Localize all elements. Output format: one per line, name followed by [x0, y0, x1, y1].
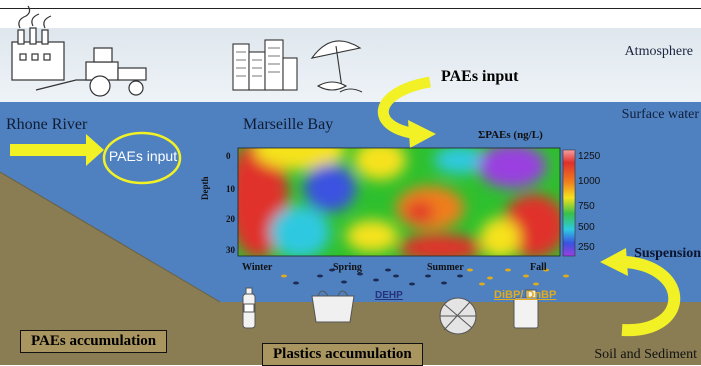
suspension-label: Suspension [634, 246, 701, 261]
river-input-arrow [10, 134, 104, 166]
depth-axis-title: Depth [200, 176, 210, 200]
paes-accumulation-box: PAEs accumulation [20, 330, 168, 353]
surface-water-label: Surface water [621, 107, 699, 122]
atmosphere-label: Atmosphere [624, 44, 693, 59]
beach-umbrella-icon [310, 40, 363, 93]
plastic-container-icon [513, 289, 539, 329]
colorbar [562, 149, 576, 257]
season-tick: Spring [333, 262, 362, 273]
season-tick: Winter [242, 262, 273, 273]
colorbar-title: ΣPAEs (ng/L) [478, 129, 543, 141]
season-tick: Fall [530, 262, 547, 273]
plastics-accumulation-box: Plastics accumulation [262, 343, 423, 366]
depth-tick: 30 [226, 245, 235, 255]
colorbar-tick: 500 [578, 222, 595, 233]
top-rule [0, 8, 701, 9]
city-buildings-icon [232, 39, 298, 91]
fishing-net-icon [439, 297, 477, 335]
water-bottle-icon [242, 287, 256, 329]
paes-input-ellipse [102, 131, 182, 185]
paes-input-arrow [377, 76, 436, 148]
season-tick: Summer [427, 262, 464, 273]
plastic-bag-icon [311, 290, 355, 323]
suspension-arrow [600, 248, 681, 337]
depth-tick: 10 [226, 184, 235, 194]
depth-tick: 20 [226, 214, 235, 224]
dehp-label: DEHP [375, 290, 403, 301]
paes-input-label: PAEs input [441, 68, 519, 85]
depth-tick: 0 [226, 151, 231, 161]
factory-icon [11, 5, 65, 81]
ellipse-paes-input-label: PAEs input [108, 148, 178, 164]
colorbar-tick: 250 [578, 242, 595, 253]
colorbar-tick: 750 [578, 201, 595, 212]
colorbar-tick: 1250 [578, 151, 601, 162]
tractor-icon [35, 47, 147, 97]
rhone-river-label: Rhone River [6, 116, 88, 133]
sigma-paes-heatmap [237, 147, 576, 286]
marseille-bay-label: Marseille Bay [243, 116, 334, 133]
particle-dots [281, 268, 569, 286]
dibp-dnbp-label: DiBP/ DnBP [494, 289, 557, 301]
colorbar-tick: 1000 [578, 176, 601, 187]
soil-sediment-label: Soil and Sediment [594, 347, 697, 362]
